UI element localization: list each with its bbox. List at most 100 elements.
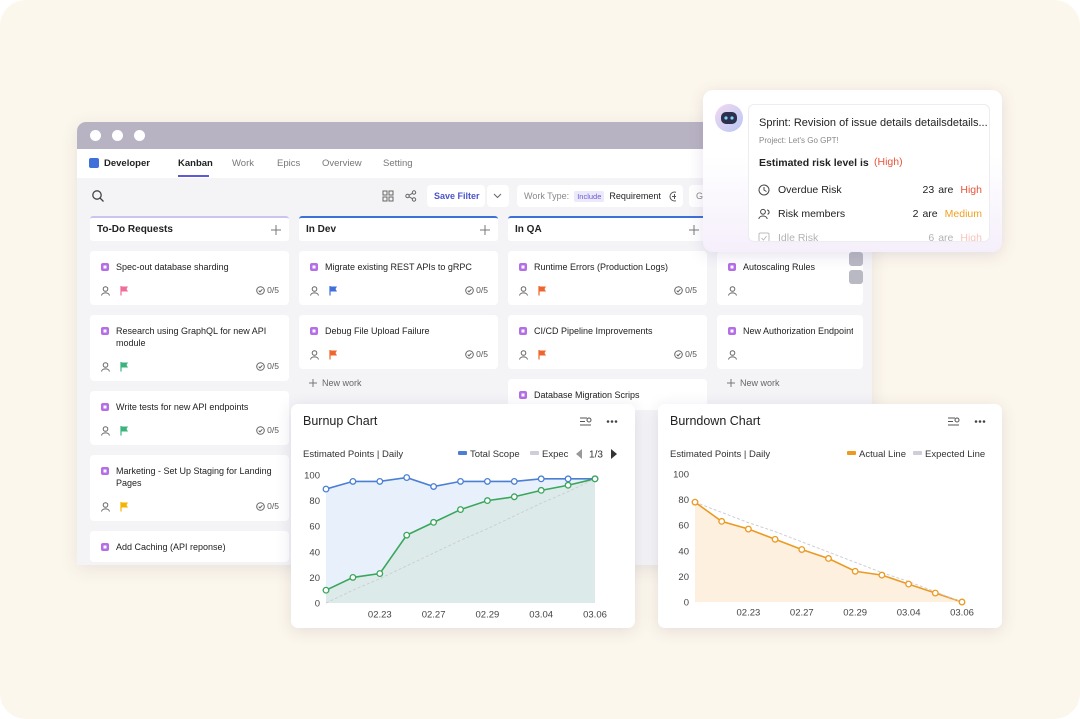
card-meta: 0/5 — [518, 284, 697, 296]
assignee-icon — [310, 349, 319, 360]
issue-icon — [101, 467, 109, 475]
burndown-card: Burndown Chart Estimated Points | Daily 0 2… — [658, 404, 1002, 628]
point — [430, 518, 438, 526]
card-meta: 0/5 — [309, 348, 488, 360]
expected-line — [325, 478, 596, 604]
new-work[interactable]: New work — [717, 378, 863, 388]
issue-icon — [101, 327, 109, 335]
card[interactable]: Migrate existing REST APIs to gRPC 0/5 — [299, 251, 498, 305]
risk-unit: are — [938, 184, 954, 196]
y-tick-label: 20 — [678, 572, 689, 583]
filter-dropdown[interactable] — [487, 185, 509, 207]
x-tick-label: 02.23 — [368, 610, 392, 621]
project: Project: Let's Go GPT! — [759, 136, 839, 145]
side-icon[interactable] — [849, 270, 863, 284]
new-work-label: New work — [322, 378, 362, 388]
search-icon[interactable] — [91, 189, 105, 203]
issue-icon — [519, 327, 527, 335]
card[interactable]: Write tests for new API endpoints 0/5 — [90, 391, 289, 445]
card-title-row: Add Caching (API reponse) — [100, 541, 279, 553]
assistant-message: Sprint: Revision of issue details detail… — [748, 104, 990, 242]
priority-flag — [329, 349, 337, 359]
card[interactable]: Debug File Upload Failure 0/5 — [299, 315, 498, 369]
side-icon[interactable] — [849, 252, 863, 266]
chart-subtitle: Estimated Points | Daily — [303, 449, 403, 460]
column: To-Do Requests Spec-out database sharding… — [90, 216, 289, 562]
card[interactable]: Research using GraphQL for new API modul… — [90, 315, 289, 381]
tab[interactable]: Work — [232, 158, 254, 169]
card[interactable]: Runtime Errors (Production Logs) 0/5 — [508, 251, 707, 305]
risk-row: Risk members 2 are Medium — [758, 207, 982, 221]
point — [691, 498, 699, 506]
column-title: In QA — [515, 224, 542, 235]
pager-prev[interactable] — [576, 449, 582, 459]
plus-icon — [309, 379, 317, 387]
work-type-label: Work Type: — [524, 191, 570, 201]
priority-flag — [538, 285, 546, 295]
progress-count: 0/5 — [476, 285, 488, 295]
work-type-value: Requirement — [609, 191, 661, 201]
new-work-label: New work — [740, 378, 780, 388]
assignee-icon — [101, 361, 110, 372]
card-title: Migrate existing REST APIs to gRPC — [325, 262, 472, 272]
y-tick-label: 40 — [678, 546, 689, 557]
add-icon[interactable] — [669, 191, 676, 202]
share-icon[interactable] — [405, 190, 417, 202]
add-card-icon[interactable] — [689, 225, 699, 235]
y-tick-label: 40 — [309, 547, 320, 558]
brand: Developer — [104, 158, 150, 169]
burnup-chart: Burnup Chart Estimated Points | Daily 0 20 4… — [303, 414, 618, 621]
tab[interactable]: Kanban — [178, 158, 213, 169]
save-filter-button[interactable]: Save Filter — [427, 185, 485, 207]
tab[interactable]: Overview — [322, 158, 362, 169]
card[interactable]: CI/CD Pipeline Improvements 0/5 — [508, 315, 707, 369]
check-icon — [674, 349, 683, 359]
progress: 0/5 — [465, 285, 488, 295]
sprint: Sprint: Revision of issue details detail… — [759, 117, 988, 129]
issue-icon — [519, 263, 527, 271]
point — [931, 589, 939, 597]
card[interactable]: Marketing - Set Up Staging for Landing P… — [90, 455, 289, 521]
new-work[interactable]: New work — [299, 378, 498, 388]
risk-unit: are — [922, 208, 938, 220]
point — [483, 497, 491, 505]
y-tick-label: 80 — [309, 496, 320, 507]
tab[interactable]: Setting — [383, 158, 413, 169]
legend-label: Expected Line — [925, 449, 985, 460]
save-filter-label: Save Filter — [434, 191, 480, 201]
chart-actions — [948, 417, 986, 426]
add-card-icon[interactable] — [271, 225, 281, 235]
robot-avatar — [715, 104, 743, 132]
progress-count: 0/5 — [476, 349, 488, 359]
assignee-icon — [310, 285, 319, 296]
progress-count: 0/5 — [267, 285, 279, 295]
card-title: Autoscaling Rules — [743, 262, 816, 272]
point — [457, 506, 464, 514]
add-card-icon[interactable] — [480, 225, 490, 235]
pager-next[interactable] — [611, 449, 617, 459]
risk-level: Medium — [944, 208, 982, 220]
card[interactable]: Autoscaling Rules — [717, 251, 863, 305]
work-type-filter[interactable]: Work Type: Include Requirement — [517, 185, 683, 207]
x-tick-label: 03.04 — [897, 608, 921, 619]
point — [537, 475, 545, 483]
card[interactable]: New Authorization Endpoint fo — [717, 315, 863, 369]
x-tick-label: 02.29 — [476, 610, 500, 621]
card-meta: 0/5 — [100, 500, 279, 512]
priority-flag — [329, 285, 337, 295]
check-icon — [674, 285, 683, 295]
assignee-icon — [101, 425, 110, 436]
area — [695, 502, 962, 602]
card[interactable]: Spec-out database sharding 0/5 — [90, 251, 289, 305]
point — [878, 571, 886, 579]
tab[interactable]: Epics — [277, 158, 301, 169]
point — [457, 477, 464, 485]
risk-count: 2 — [912, 208, 919, 220]
burnup-card: Burnup Chart Estimated Points | Daily 0 20 4… — [291, 404, 635, 628]
issue-icon — [310, 263, 318, 271]
card[interactable]: Add Caching (API reponse) — [90, 531, 289, 562]
progress: 0/5 — [674, 349, 697, 359]
column: In QA Runtime Errors (Production Logs) 0/5… — [508, 216, 707, 410]
grid-icon[interactable] — [382, 190, 394, 202]
window-dot — [134, 130, 145, 141]
